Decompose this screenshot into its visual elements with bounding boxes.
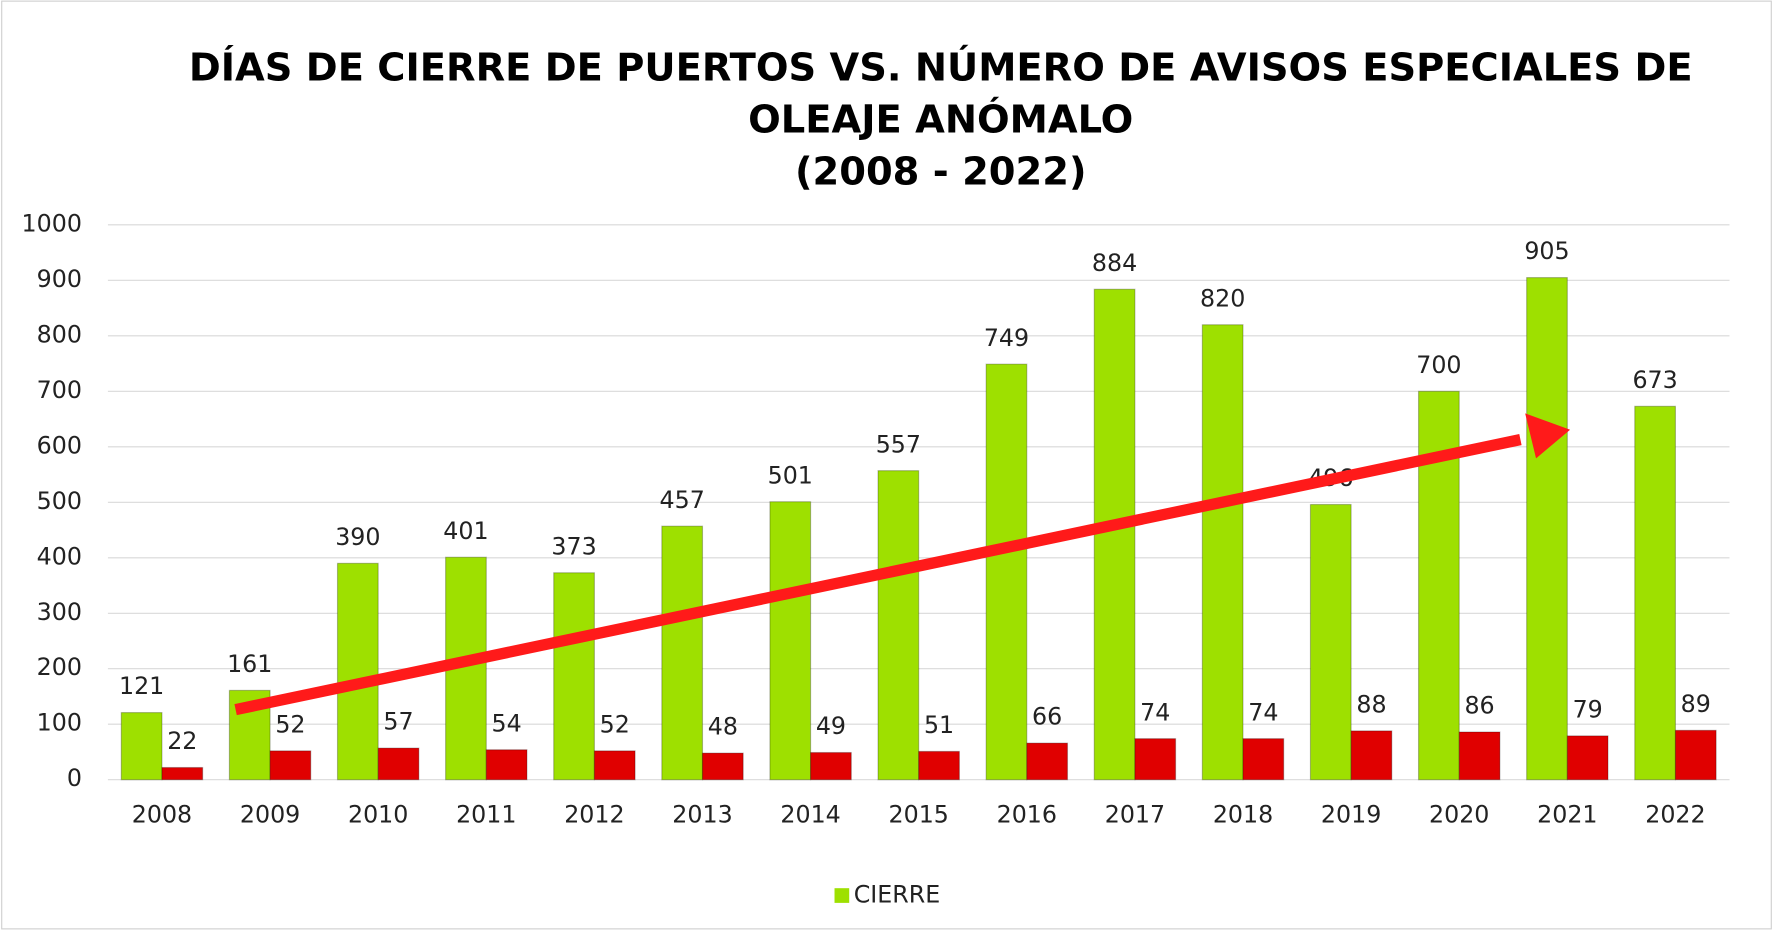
plot-area: 0100200300400500600700800900100020081212… bbox=[22, 209, 1730, 828]
bar bbox=[1566, 735, 1609, 781]
value-label: 48 bbox=[708, 713, 738, 741]
x-tick-label: 2011 bbox=[456, 800, 516, 828]
x-tick-label: 2015 bbox=[889, 800, 949, 828]
x-tick-label: 2012 bbox=[564, 800, 624, 828]
value-label: 161 bbox=[227, 650, 272, 678]
bar bbox=[1634, 405, 1677, 781]
value-label: 401 bbox=[443, 517, 488, 545]
value-label: 74 bbox=[1140, 698, 1170, 726]
bar bbox=[553, 572, 595, 781]
arrow-shaft bbox=[234, 434, 1522, 716]
x-tick-label: 2013 bbox=[672, 800, 732, 828]
bar bbox=[1526, 277, 1568, 781]
bar bbox=[1026, 742, 1069, 781]
x-tick-label: 2017 bbox=[1105, 800, 1165, 828]
y-tick-label: 400 bbox=[37, 542, 82, 570]
bar bbox=[120, 712, 163, 781]
bar bbox=[1242, 738, 1285, 781]
value-label: 700 bbox=[1416, 351, 1461, 379]
bar bbox=[377, 747, 420, 781]
value-label: 820 bbox=[1200, 284, 1245, 312]
legend: CIERRE bbox=[834, 881, 941, 909]
bar bbox=[810, 751, 852, 781]
value-label: 501 bbox=[768, 461, 813, 489]
value-label: 52 bbox=[600, 710, 630, 738]
bar bbox=[1093, 288, 1136, 781]
bar bbox=[918, 750, 960, 781]
value-label: 66 bbox=[1032, 703, 1062, 731]
y-tick-label: 0 bbox=[67, 764, 82, 792]
y-tick-label: 200 bbox=[37, 653, 82, 681]
bar bbox=[1134, 738, 1177, 781]
value-label: 673 bbox=[1632, 366, 1677, 394]
value-label: 390 bbox=[335, 523, 380, 551]
x-tick-label: 2019 bbox=[1321, 800, 1381, 828]
value-label: 884 bbox=[1092, 249, 1137, 277]
value-label: 88 bbox=[1356, 691, 1386, 719]
value-label: 74 bbox=[1248, 698, 1278, 726]
value-label: 905 bbox=[1524, 237, 1569, 265]
value-label: 52 bbox=[275, 710, 305, 738]
value-label: 457 bbox=[660, 486, 705, 514]
value-label: 54 bbox=[492, 709, 522, 737]
bar bbox=[1674, 729, 1717, 781]
bar bbox=[269, 750, 312, 781]
bar bbox=[1350, 730, 1393, 781]
value-label: 373 bbox=[551, 532, 596, 560]
y-tick-label: 500 bbox=[37, 487, 82, 515]
value-label: 86 bbox=[1464, 692, 1494, 720]
bar bbox=[1309, 503, 1352, 781]
x-tick-label: 2018 bbox=[1213, 800, 1273, 828]
chart-title: OLEAJE ANÓMALO bbox=[748, 96, 1133, 143]
y-tick-label: 100 bbox=[37, 709, 82, 737]
value-label: 557 bbox=[876, 430, 921, 458]
bar bbox=[1458, 731, 1501, 781]
chart-title: DÍAS DE CIERRE DE PUERTOS VS. NÚMERO DE … bbox=[189, 44, 1693, 91]
value-label: 57 bbox=[383, 708, 413, 736]
x-tick-label: 2010 bbox=[348, 800, 408, 828]
bar bbox=[161, 766, 204, 781]
y-tick-label: 300 bbox=[37, 598, 82, 626]
arrow-head bbox=[1525, 413, 1571, 459]
y-tick-label: 1000 bbox=[22, 209, 82, 237]
bar bbox=[661, 525, 704, 781]
y-tick-label: 600 bbox=[37, 431, 82, 459]
bar bbox=[985, 363, 1028, 781]
value-label: 79 bbox=[1573, 696, 1603, 724]
legend-swatch bbox=[834, 888, 850, 903]
x-tick-label: 2009 bbox=[240, 800, 300, 828]
bar bbox=[701, 752, 744, 781]
value-label: 749 bbox=[984, 324, 1029, 352]
x-tick-label: 2016 bbox=[997, 800, 1057, 828]
x-tick-label: 2021 bbox=[1537, 800, 1597, 828]
y-tick-label: 700 bbox=[37, 376, 82, 404]
value-label: 49 bbox=[816, 712, 846, 740]
chart-title: (2008 - 2022) bbox=[795, 150, 1087, 195]
value-label: 121 bbox=[119, 672, 164, 700]
bar bbox=[1201, 324, 1244, 781]
bar bbox=[769, 501, 812, 781]
legend-label: CIERRE bbox=[854, 881, 941, 909]
bar bbox=[877, 470, 920, 781]
trend-arrow bbox=[234, 413, 1571, 716]
x-tick-label: 2022 bbox=[1645, 800, 1705, 828]
bar bbox=[485, 749, 528, 781]
x-tick-label: 2008 bbox=[132, 800, 192, 828]
value-label: 22 bbox=[167, 727, 197, 755]
x-tick-label: 2014 bbox=[780, 800, 840, 828]
value-label: 89 bbox=[1681, 690, 1711, 718]
bar bbox=[336, 562, 379, 781]
y-tick-label: 800 bbox=[37, 320, 82, 348]
x-tick-label: 2020 bbox=[1429, 800, 1489, 828]
y-tick-label: 900 bbox=[37, 265, 82, 293]
bar bbox=[593, 750, 636, 781]
value-label: 51 bbox=[924, 711, 954, 739]
